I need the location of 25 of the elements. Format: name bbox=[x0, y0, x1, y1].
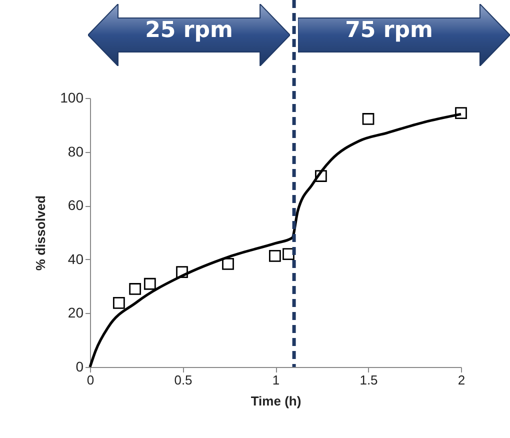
point bbox=[222, 258, 234, 270]
text: 75 rpm bbox=[344, 18, 434, 45]
y-tick-label: 80 bbox=[68, 143, 84, 160]
point bbox=[144, 278, 156, 290]
x-tick-label: 0.5 bbox=[174, 372, 192, 388]
point bbox=[315, 170, 327, 182]
y-tick-label: 20 bbox=[68, 304, 84, 321]
x-tick-label: 2 bbox=[458, 372, 466, 388]
y-axis-title: % dissolved bbox=[33, 195, 48, 271]
y-tick-label: 40 bbox=[68, 250, 84, 267]
point bbox=[455, 107, 467, 120]
y-tick-label: 60 bbox=[68, 197, 84, 214]
point bbox=[112, 297, 125, 309]
point bbox=[362, 113, 374, 125]
y-tick-label: 100 bbox=[60, 90, 84, 106]
point bbox=[176, 266, 188, 278]
point bbox=[282, 248, 294, 260]
point bbox=[129, 283, 142, 295]
x-axis-title: Time (h) bbox=[250, 394, 302, 408]
y-tick-label: 0 bbox=[76, 358, 84, 374]
x-tick-label: 1.5 bbox=[360, 372, 378, 388]
point bbox=[269, 250, 281, 262]
text: 25 rpm bbox=[144, 18, 234, 45]
x-tick-label: 0 bbox=[86, 372, 94, 388]
x-tick-label: 1 bbox=[272, 372, 280, 388]
